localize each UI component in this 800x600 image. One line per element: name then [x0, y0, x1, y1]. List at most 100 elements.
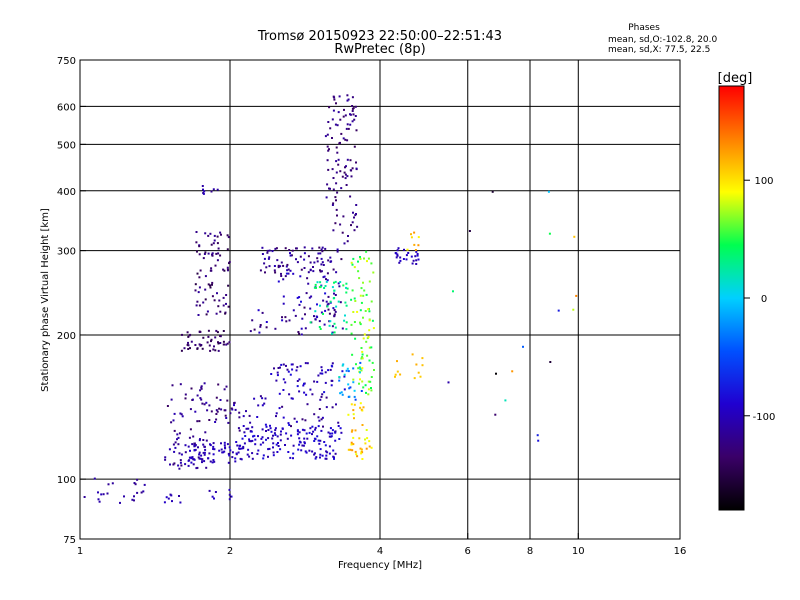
data-point — [282, 264, 285, 267]
x-tick-label: 2 — [227, 546, 233, 557]
data-point — [211, 252, 214, 255]
data-point — [331, 332, 333, 335]
data-point — [350, 441, 353, 444]
data-point — [329, 300, 332, 303]
data-point — [228, 488, 231, 491]
data-point — [334, 452, 337, 455]
data-point — [223, 441, 226, 444]
data-point — [537, 439, 540, 442]
data-point — [320, 311, 323, 314]
data-point — [333, 314, 336, 317]
data-point — [293, 417, 296, 420]
data-point — [222, 340, 225, 343]
data-point — [339, 301, 342, 304]
data-point — [330, 379, 333, 382]
data-point — [343, 375, 346, 378]
data-point — [204, 275, 207, 278]
data-point — [191, 398, 194, 401]
data-point — [339, 392, 342, 395]
data-point — [274, 327, 277, 330]
data-point — [203, 451, 206, 454]
data-point — [352, 367, 355, 370]
data-point — [212, 242, 215, 245]
data-point — [247, 448, 250, 451]
data-point — [329, 187, 331, 190]
data-point — [395, 256, 398, 259]
data-point — [405, 254, 408, 257]
data-point — [304, 313, 306, 316]
data-point — [315, 286, 317, 289]
grid-lines — [80, 60, 680, 539]
data-point — [320, 366, 323, 369]
data-point — [319, 448, 322, 451]
data-point — [346, 123, 349, 126]
data-point — [239, 457, 242, 460]
data-point — [274, 434, 277, 436]
data-point — [358, 277, 361, 280]
data-point — [181, 415, 184, 418]
data-point — [202, 188, 204, 191]
data-point — [211, 283, 213, 286]
data-point — [398, 261, 401, 264]
data-point — [301, 418, 304, 421]
data-point — [216, 188, 219, 191]
data-point — [324, 135, 327, 138]
data-point — [338, 376, 341, 379]
data-point — [359, 256, 361, 258]
data-point — [343, 108, 345, 111]
data-point — [244, 435, 247, 437]
data-point — [261, 311, 264, 314]
data-point — [123, 495, 125, 498]
data-point — [278, 392, 281, 395]
data-point — [289, 254, 292, 257]
data-point — [289, 373, 292, 376]
data-point — [240, 458, 243, 461]
data-point — [219, 335, 222, 337]
data-point — [213, 239, 216, 242]
data-point — [360, 448, 363, 451]
data-point — [364, 438, 366, 441]
data-point — [325, 396, 328, 399]
data-point — [253, 328, 256, 331]
data-point — [347, 383, 350, 386]
data-point — [410, 233, 412, 236]
data-point — [180, 413, 183, 416]
data-point — [331, 362, 334, 365]
data-point — [328, 452, 331, 455]
data-point — [202, 439, 205, 441]
data-point — [281, 427, 284, 430]
data-point — [282, 363, 285, 366]
data-point — [176, 438, 178, 441]
data-point — [83, 496, 86, 498]
data-point — [106, 492, 109, 495]
data-point — [357, 367, 360, 370]
data-point — [289, 252, 291, 255]
data-point — [131, 498, 134, 501]
data-point — [413, 231, 416, 234]
data-point — [259, 269, 262, 272]
data-point — [291, 249, 294, 252]
data-point — [364, 442, 367, 445]
data-point — [268, 265, 271, 268]
data-point — [274, 427, 277, 430]
data-point — [370, 446, 373, 449]
data-point — [186, 343, 189, 346]
data-point — [289, 269, 292, 272]
data-point — [319, 328, 322, 330]
data-point — [284, 316, 287, 319]
data-point — [324, 285, 327, 287]
data-point — [267, 429, 270, 431]
data-point — [410, 255, 413, 258]
data-point — [346, 287, 349, 290]
data-point — [277, 367, 280, 369]
data-point — [199, 344, 202, 347]
data-point — [332, 109, 335, 112]
data-point — [342, 115, 345, 118]
data-point — [328, 445, 331, 448]
data-point — [211, 461, 214, 464]
data-point — [346, 94, 349, 97]
data-point — [335, 182, 338, 185]
data-point — [209, 349, 212, 352]
data-point — [251, 426, 254, 429]
data-point — [309, 388, 312, 391]
